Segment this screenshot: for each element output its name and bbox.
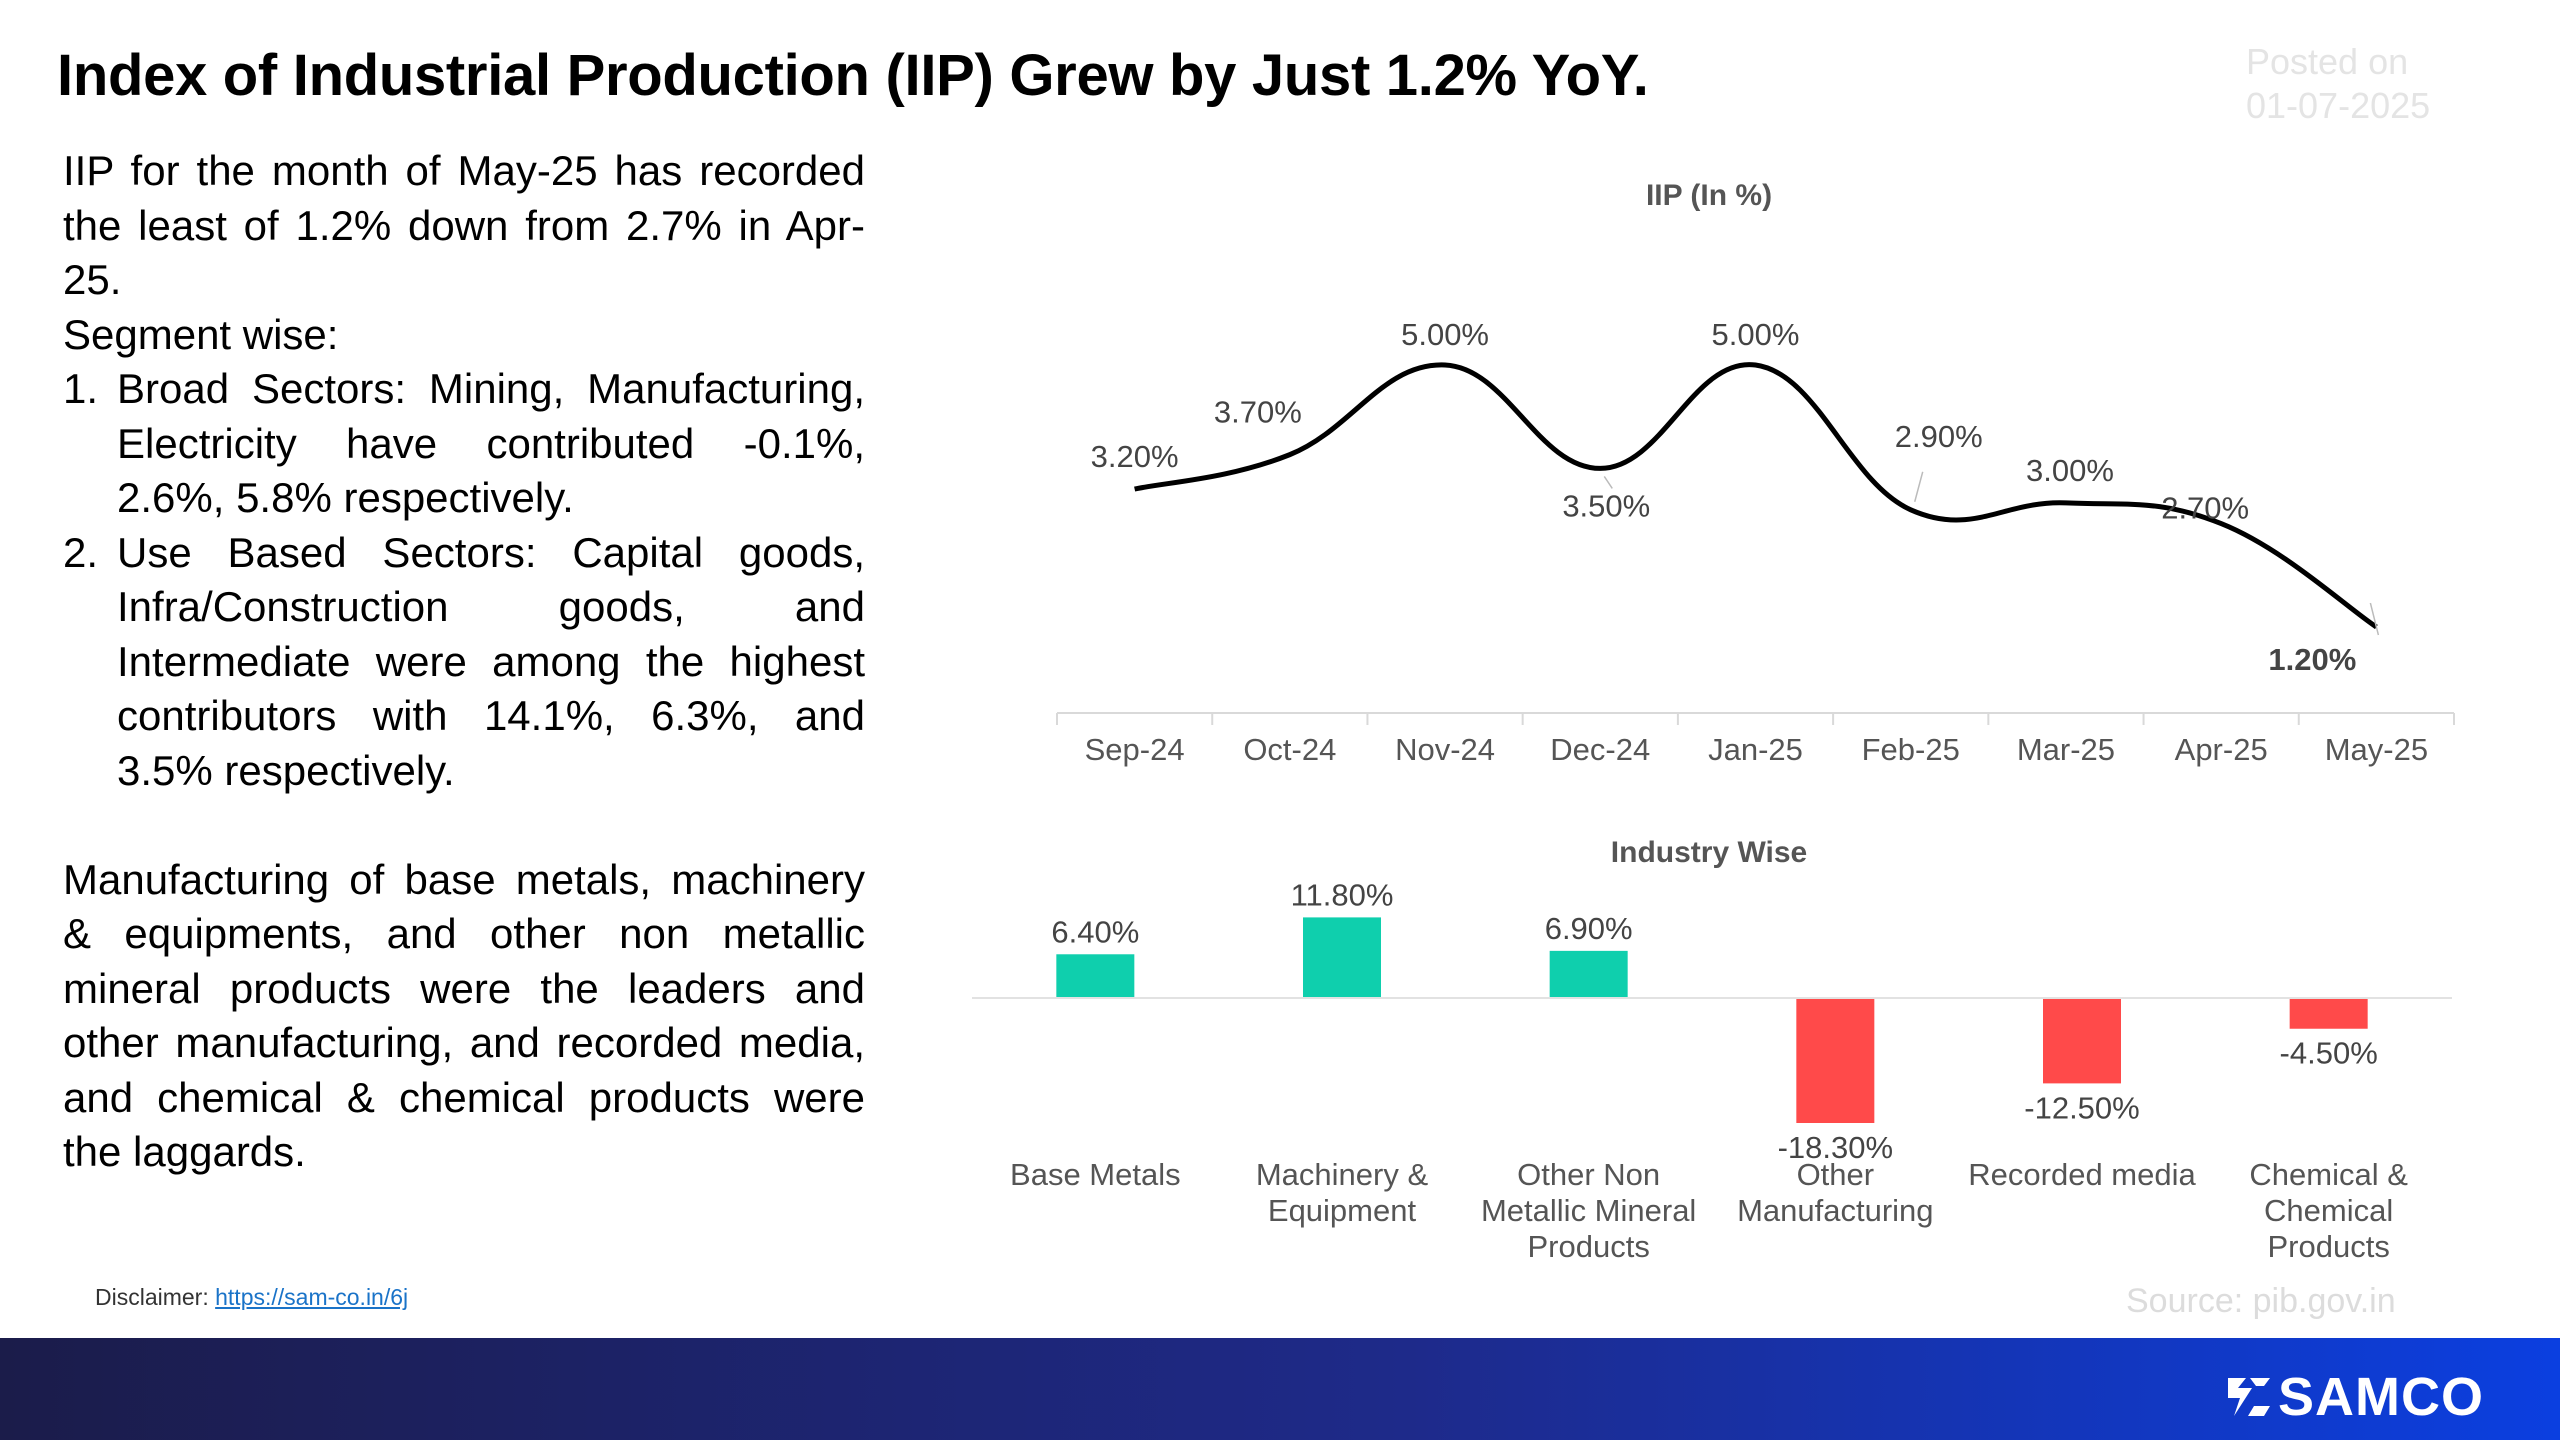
industry-bar [1056,954,1135,998]
industry-bar [1796,998,1875,1123]
line-data-label: 2.90% [1895,419,1983,454]
segment-point-1: 1. Broad Sectors: Mining, Manufacturing,… [63,362,865,526]
bar-chart-title: Industry Wise [1611,836,1807,869]
point-number: 2. [63,528,99,576]
label-leader-line [1913,471,1924,502]
line-data-label: 3.20% [1091,439,1179,474]
bar-data-label: -4.50% [2280,1036,2378,1071]
line-data-label: 5.00% [1401,317,1489,352]
industry-bar [2043,998,2121,1084]
bar-data-label: 11.80% [1291,877,1394,912]
source-note: Source: pib.gov.in [2126,1282,2396,1320]
industry-bar [2289,998,2368,1029]
disclaimer-label: Disclaimer: [95,1284,209,1310]
posted-date: 01-07-2025 [2246,85,2431,126]
disclaimer-link[interactable]: https://sam-co.in/6j [215,1284,409,1310]
industry-bar [1549,950,1628,998]
bar-chart-plot: 6.40% 11.80% 6.90% -18.30% -12.50% -4.50% Base… [972,877,2452,1264]
line-chart-plot: Sep-24 Oct-24 Nov-24 Dec-24 Jan-25 Feb-25 Mar-… [1056,317,2455,767]
x-tick-label: May-25 [2325,732,2428,767]
x-tick-label: Dec-24 [1550,732,1650,767]
bar-category-label: Other Non Metallic Mineral Products [1481,1157,1696,1264]
bar-category-label: Other Manufacturing [1737,1157,1933,1228]
samco-mark-icon [2228,1378,2270,1416]
posted-label: Posted on [2246,41,2409,82]
footer-bar: SAMCO [0,1338,2560,1440]
commentary: IIP for the month of May-25 has recorded… [63,144,865,1180]
segment-list: 1. Broad Sectors: Mining, Manufacturing,… [63,362,865,798]
x-tick-label: Oct-24 [1243,732,1336,767]
line-data-label: 3.00% [2026,453,2114,488]
bar-data-label: -18.30% [1778,1130,1893,1165]
bar-data-label: 6.90% [1545,911,1633,946]
x-tick-label: Jan-25 [1708,732,1803,767]
label-leader-line [1603,476,1613,489]
posted-info: Posted on 01-07-2025 [2246,40,2506,128]
spacer [63,798,865,853]
bar-data-label: 6.40% [1051,914,1139,949]
label-leader-line [2369,602,2380,636]
line-chart-title: IIP (In %) [1646,179,1772,212]
intro-paragraph: IIP for the month of May-25 has recorded… [63,147,865,303]
conclusion-paragraph: Manufacturing of base metals, machinery … [63,855,865,1176]
page-title: Index of Industrial Production (IIP) Gre… [57,43,1649,108]
bar-category-label: Chemical & Chemical Products [2249,1157,2408,1264]
brand-logo: SAMCO [2224,1366,2484,1428]
x-tick-label: Apr-25 [2175,732,2268,767]
segment-point-2: 2. Use Based Sectors: Capital goods, Inf… [63,526,865,799]
line-data-label: 3.70% [1214,395,1302,430]
bar-data-label: -12.50% [2024,1090,2139,1125]
line-data-label: 5.00% [1712,317,1800,352]
iip-line-chart: IIP (In %) Sep-24 Oct-24 Nov-24 Dec-24 Jan-2… [1056,179,2455,767]
bar-category-label: Base Metals [1010,1157,1181,1192]
x-tick-label: Sep-24 [1085,732,1185,767]
industry-bar-chart: Industry Wise 6.40% 11.80% 6.90% -18.30% -12… [972,836,2452,1264]
x-tick-label: Mar-25 [2017,732,2115,767]
disclaimer: Disclaimer: https://sam-co.in/6j [95,1284,408,1311]
x-tick-label: Feb-25 [1862,732,1960,767]
iip-series-line [1134,362,2378,630]
industry-bar [1303,917,1381,998]
bar-category-label: Machinery & Equipment [1256,1157,1429,1228]
line-data-label: 3.50% [1562,488,1650,523]
segment-heading: Segment wise: [63,310,339,358]
point-number: 1. [63,365,99,412]
point-text: Use Based Sectors: Capital goods, Infra/… [117,528,865,794]
point-text: Broad Sectors: Mining, Manufacturing, El… [117,365,865,521]
bar-category-label: Recorded media [1968,1157,2196,1192]
line-data-label: 2.70% [2161,491,2249,526]
x-tick-label: Nov-24 [1395,732,1495,767]
brand-name: SAMCO [2278,1367,2484,1427]
line-data-label: 1.20% [2268,642,2356,677]
